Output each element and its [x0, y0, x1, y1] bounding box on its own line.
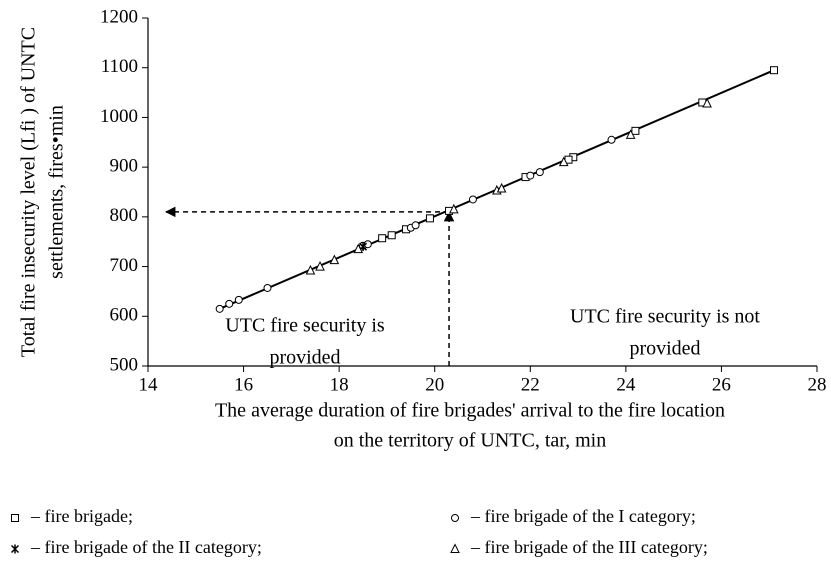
annotation: provided [269, 347, 340, 369]
legend-label: – fire brigade of the I category; [470, 506, 696, 526]
point [526, 171, 535, 180]
x-axis-label: The average duration of fire brigades' a… [215, 400, 725, 422]
y-axis-label: Total fire insecurity level (Lfi ) of UN… [18, 27, 40, 357]
point [378, 234, 387, 243]
point [315, 260, 325, 271]
x-tick-label: 22 [521, 374, 540, 395]
point [535, 168, 544, 177]
point [225, 299, 234, 308]
point [607, 135, 616, 144]
point [558, 156, 569, 167]
legend-symbol [451, 514, 459, 522]
point [329, 254, 340, 265]
point [702, 97, 712, 108]
point [425, 214, 434, 223]
y-tick-label: 700 [110, 255, 139, 276]
point [411, 221, 420, 230]
point [363, 240, 372, 249]
point [353, 243, 364, 254]
point [234, 295, 243, 304]
y-tick-label: 900 [110, 156, 139, 177]
legend-label: – fire brigade of the III category; [470, 537, 708, 557]
legend-label: – fire brigade of the II category; [30, 537, 262, 557]
annotation: provided [629, 338, 700, 360]
point [387, 231, 396, 240]
annotation: UTC fire security is not [570, 306, 760, 328]
x-tick-label: 28 [808, 374, 827, 395]
y-tick-label: 1100 [101, 56, 138, 77]
y-tick-label: 1000 [100, 106, 138, 127]
annotation: UTC fire security is [225, 315, 385, 337]
point [625, 129, 636, 139]
point [496, 182, 507, 193]
y-axis-label: settlements, fires•min [46, 105, 68, 279]
x-tick-label: 16 [234, 374, 253, 395]
point [215, 304, 224, 313]
point [449, 203, 459, 214]
point [631, 126, 640, 135]
y-tick-label: 500 [110, 354, 139, 375]
point [769, 66, 778, 75]
x-tick-label: 20 [425, 374, 444, 395]
y-tick-label: 1200 [100, 6, 138, 27]
y-tick-label: 800 [110, 205, 139, 226]
point [468, 195, 477, 204]
legend-label: – fire brigade; [30, 506, 133, 526]
legend-symbol [11, 514, 19, 522]
x-tick-label: 26 [712, 374, 731, 395]
x-tick-label: 24 [616, 374, 636, 395]
legend-symbol [10, 544, 20, 554]
x-axis-label: on the territory of UNTC, tar, min [334, 430, 606, 452]
x-tick-label: 18 [330, 374, 349, 395]
x-tick-label: 14 [139, 374, 159, 395]
legend-symbol [450, 543, 460, 553]
point [263, 283, 272, 292]
point [305, 264, 316, 275]
y-tick-label: 600 [110, 305, 139, 326]
